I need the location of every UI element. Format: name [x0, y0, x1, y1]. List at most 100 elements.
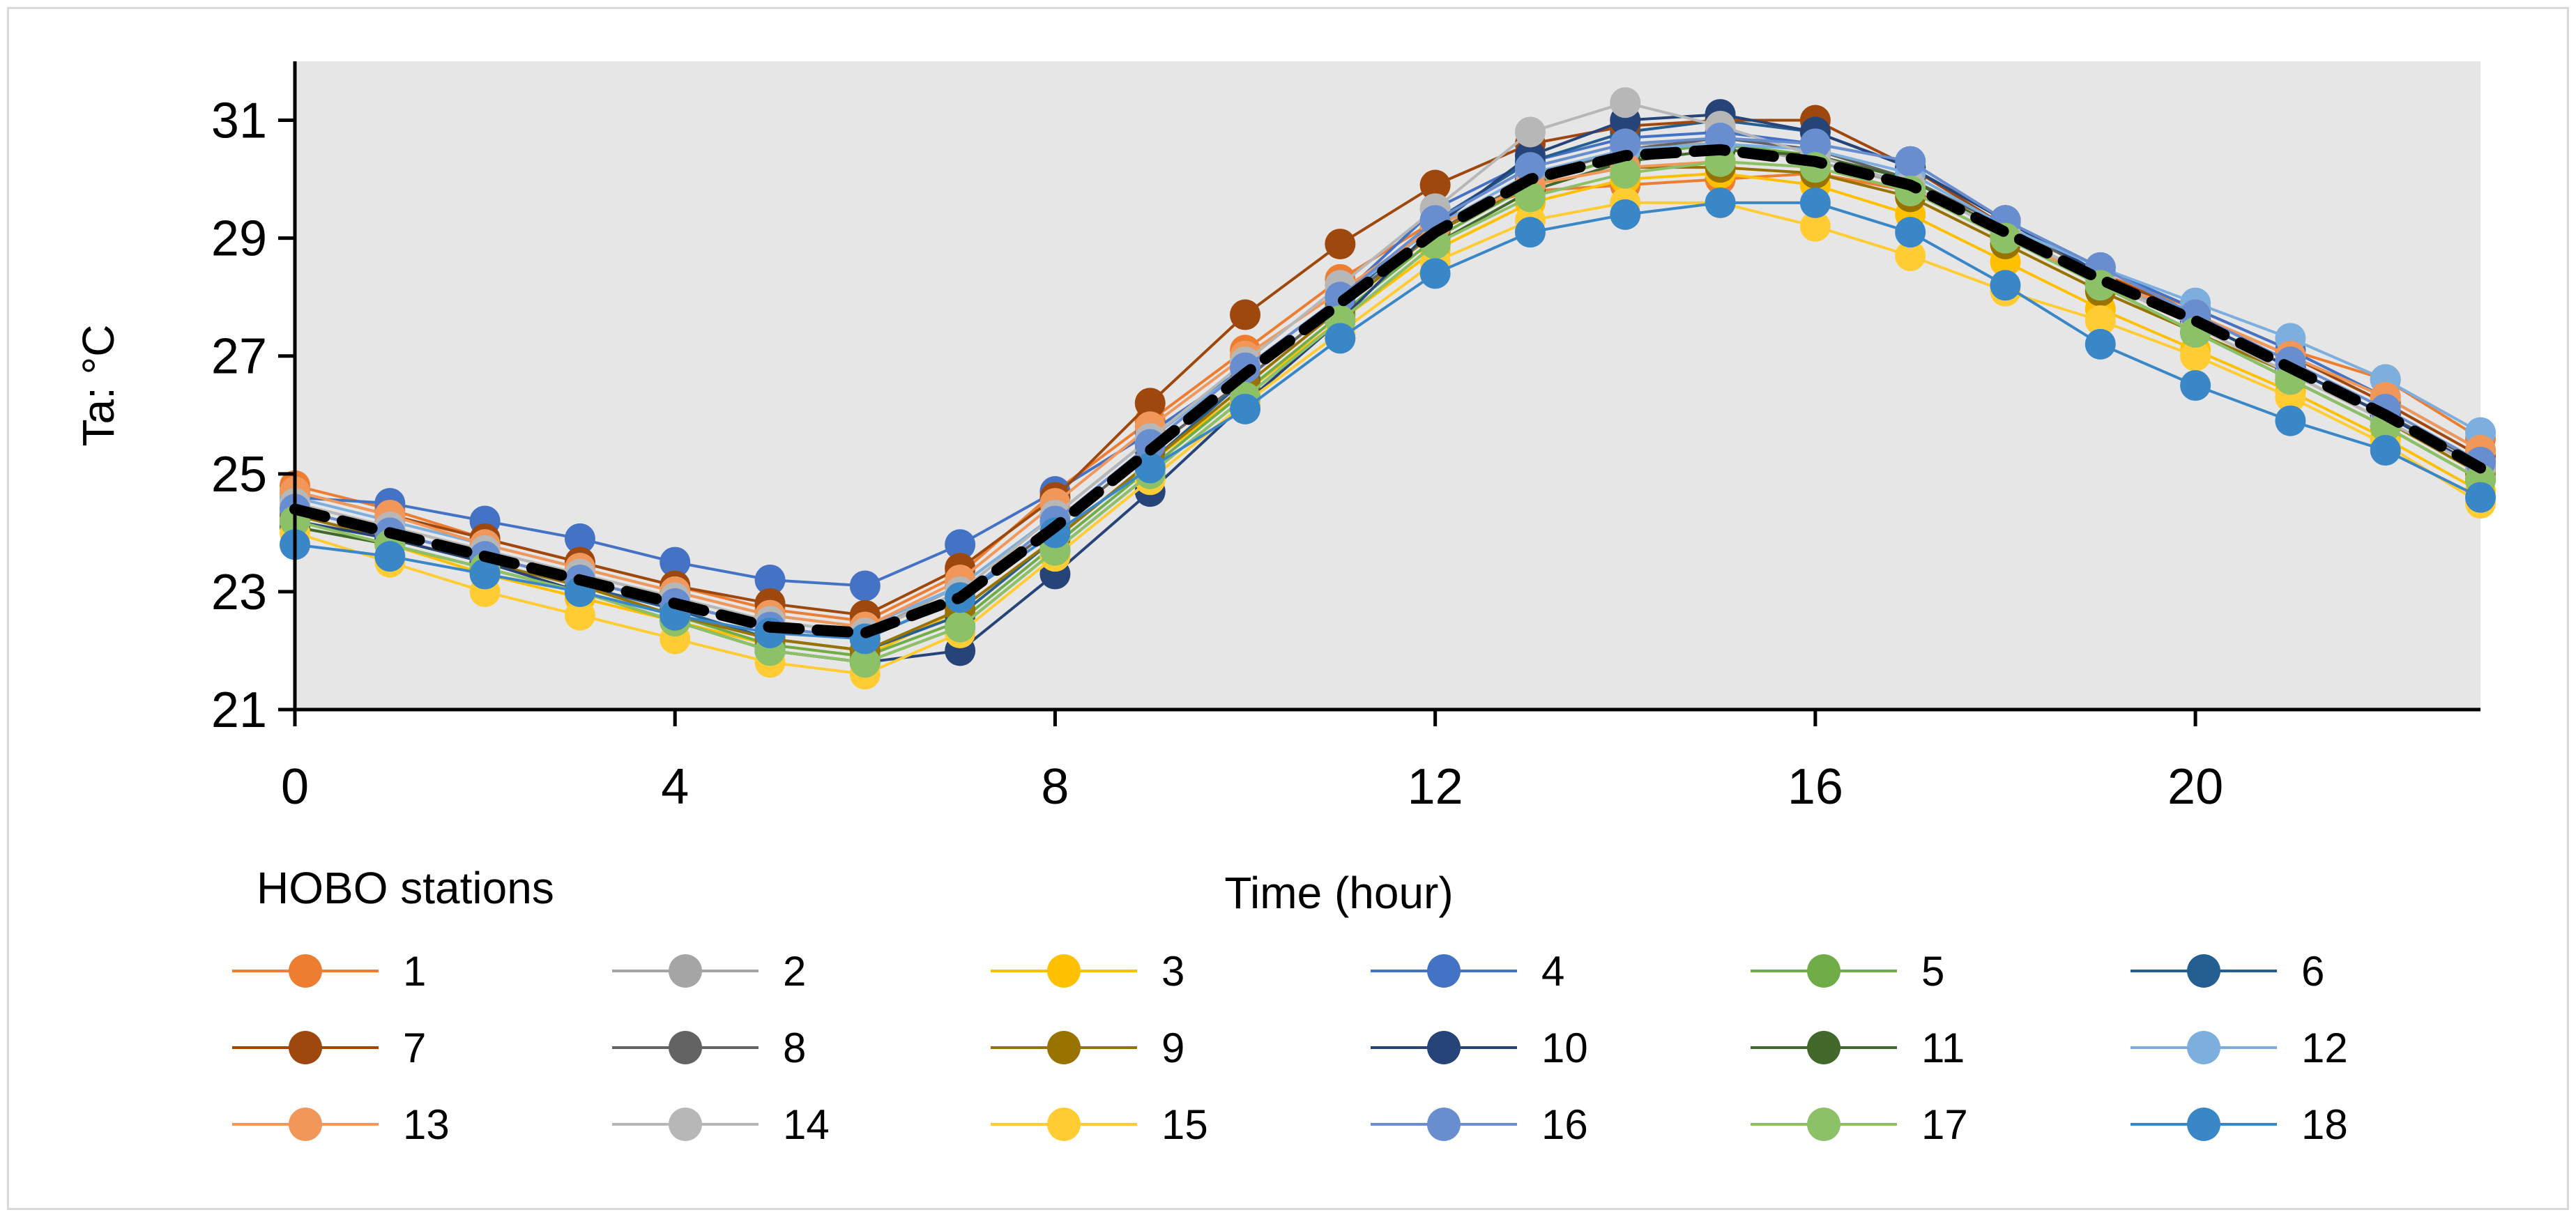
legend-item: 16	[1371, 1101, 1588, 1148]
x-tick-label: 0	[281, 759, 309, 815]
data-point	[1230, 393, 1261, 424]
y-tick-label: 27	[211, 329, 267, 385]
series-18	[280, 187, 2496, 655]
data-point	[754, 565, 786, 595]
legend-item: 6	[2131, 948, 2324, 995]
data-point	[2085, 328, 2116, 360]
legend-label: 7	[403, 1025, 426, 1071]
legend-label: 16	[1541, 1101, 1588, 1148]
data-point	[945, 529, 976, 560]
legend-marker	[669, 1031, 702, 1064]
data-point	[1514, 217, 1546, 248]
legend-label: 8	[783, 1025, 806, 1071]
legend-label: 13	[403, 1101, 450, 1148]
legend-item: 2	[612, 948, 806, 995]
y-tick-label: 29	[211, 211, 267, 267]
data-point	[660, 546, 691, 578]
legend-label: 11	[1921, 1025, 1965, 1071]
data-point	[1514, 152, 1546, 183]
legend-label: 10	[1541, 1025, 1588, 1071]
data-point	[1990, 270, 2021, 301]
legend-item: 14	[612, 1101, 830, 1148]
x-axis-title: Time (hour)	[1224, 868, 1453, 918]
axis-layer: 21 23 25 27 29 31 0 4 8 12 16 20	[211, 61, 2480, 815]
data-point	[1799, 187, 1831, 218]
legend-label: 6	[2301, 948, 2324, 995]
data-point	[1895, 240, 1926, 271]
legend-marker	[1807, 1031, 1840, 1064]
data-point	[1134, 388, 1166, 419]
data-point	[849, 647, 881, 678]
legend-marker	[669, 1108, 702, 1141]
legend-item: 3	[991, 948, 1184, 995]
data-point	[2275, 405, 2306, 436]
legend-marker	[1427, 954, 1461, 988]
data-point	[1514, 116, 1546, 148]
x-tick-label: 16	[1788, 759, 1843, 815]
legend-item: 4	[1371, 948, 1564, 995]
data-point	[2085, 305, 2116, 336]
y-axis-title: Ta: °C	[73, 325, 123, 447]
plot-area	[295, 61, 2480, 710]
data-point	[1325, 229, 1356, 260]
legend-item: 17	[1751, 1101, 1968, 1148]
legend-label: 9	[1161, 1025, 1184, 1071]
legend-label: 14	[783, 1101, 830, 1148]
legend-label: 2	[783, 948, 806, 995]
legend-marker	[1047, 1108, 1081, 1141]
y-tick-label: 21	[211, 682, 267, 738]
data-point	[1610, 87, 1641, 118]
legend-title: HOBO stations	[257, 863, 554, 913]
data-point	[1419, 169, 1451, 201]
legend-label: 17	[1921, 1101, 1968, 1148]
legend-label: 4	[1541, 948, 1564, 995]
legend-label: 15	[1161, 1101, 1208, 1148]
data-point	[564, 599, 595, 631]
legend-label: 3	[1161, 948, 1184, 995]
y-tick-label: 31	[211, 93, 267, 149]
legend-marker	[1807, 1108, 1840, 1141]
data-point	[374, 541, 406, 572]
legend-item: 5	[1751, 948, 1944, 995]
data-point	[1799, 128, 1831, 160]
x-tick-label: 12	[1408, 759, 1463, 815]
data-point	[2180, 370, 2211, 401]
y-tick-label: 23	[211, 565, 267, 620]
data-point	[1134, 452, 1166, 484]
data-point	[1799, 211, 1831, 242]
legend-item: 9	[991, 1025, 1184, 1071]
legend-item: 12	[2131, 1025, 2348, 1071]
legend-item: 7	[232, 1025, 426, 1071]
series-line	[294, 201, 2481, 641]
data-point	[1895, 217, 1926, 248]
legend-label: 12	[2301, 1025, 2348, 1071]
legend-label: 5	[1921, 948, 1944, 995]
mean-line	[289, 144, 2486, 639]
data-point	[1419, 258, 1451, 289]
data-point	[1705, 187, 1736, 218]
legend-marker	[2187, 1031, 2220, 1064]
chart-frame: 21 23 25 27 29 31 0 4 8 12 16 20 Ta: °C Time (hour)…	[7, 7, 2569, 1210]
x-tick-label: 8	[1041, 759, 1069, 815]
legend-item: 15	[991, 1101, 1208, 1148]
x-tick-label: 4	[661, 759, 689, 815]
legend-label: 1	[403, 948, 426, 995]
legend-item: 18	[2131, 1101, 2348, 1148]
data-point	[564, 523, 595, 554]
data-point	[469, 558, 501, 590]
legend-marker	[289, 954, 322, 988]
series-line	[294, 160, 2481, 664]
mean-layer	[289, 144, 2486, 639]
legend-marker	[289, 1108, 322, 1141]
legend-marker	[1427, 1108, 1461, 1141]
data-point	[1610, 199, 1641, 230]
legend-item: 1	[232, 948, 426, 995]
legend-item: 10	[1371, 1025, 1588, 1071]
legend-marker	[2187, 954, 2220, 988]
legend-marker	[1807, 954, 1840, 988]
data-point	[1325, 323, 1356, 354]
legend-item: 11	[1751, 1025, 1965, 1071]
data-point	[2180, 340, 2211, 372]
